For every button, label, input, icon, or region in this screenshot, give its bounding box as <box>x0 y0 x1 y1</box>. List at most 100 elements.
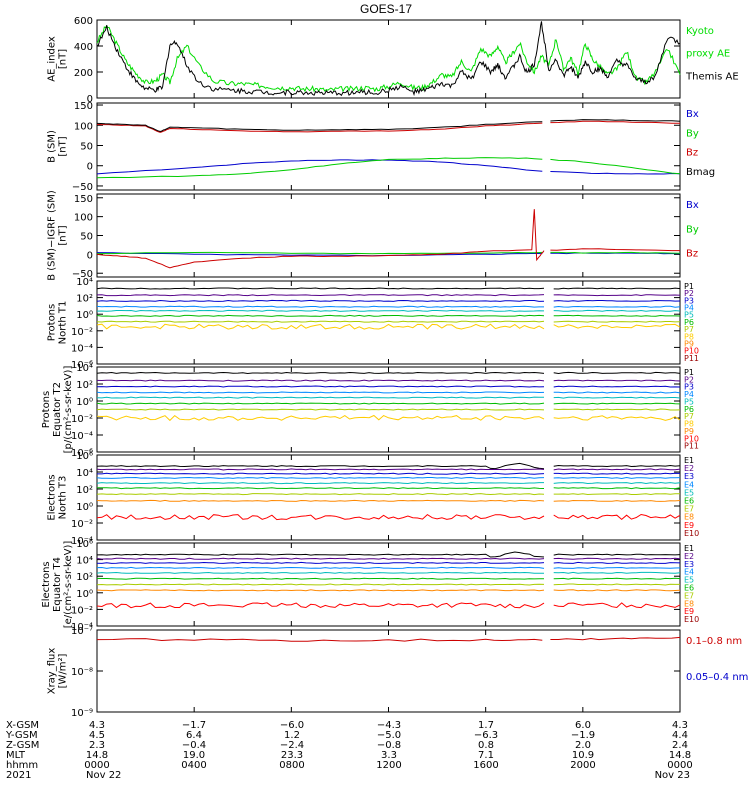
orbit-value: −1.7 <box>182 720 206 731</box>
legend-label: Bx <box>686 109 699 120</box>
orbit-value: −4.3 <box>377 720 401 731</box>
legend-label: E9 <box>684 521 694 530</box>
legend-label: 0.05–0.4 nm <box>686 672 748 683</box>
legend-label: P3 <box>684 296 694 305</box>
y-tick-label: 0 <box>87 250 93 261</box>
series-line <box>97 251 681 255</box>
legend-label: E7 <box>684 591 694 600</box>
y-tick-label: −50 <box>72 269 93 280</box>
orbit-value: −5.0 <box>377 730 401 741</box>
flux-line <box>553 577 681 580</box>
flux-line <box>553 493 680 496</box>
flux-line <box>96 481 544 485</box>
y-tick-label: 10⁻⁹ <box>71 708 93 719</box>
flux-line <box>96 513 545 521</box>
orbit-value: −6.0 <box>280 720 304 731</box>
y-tick-label: 10² <box>76 572 93 583</box>
legend-label: P9 <box>684 427 694 436</box>
flux-line <box>553 464 681 468</box>
legend-label: P11 <box>684 442 699 451</box>
legend-label: P1 <box>684 368 694 377</box>
flux-line <box>553 561 681 564</box>
flux-line <box>553 487 681 490</box>
y-tick-label: 100 <box>74 121 93 132</box>
flux-line <box>553 557 681 560</box>
flux-line <box>96 402 545 405</box>
y-tick-label: 150 <box>74 101 93 112</box>
y-tick-label: 10⁻⁴ <box>71 431 93 442</box>
flux-line <box>96 287 545 290</box>
orbit-value: −0.4 <box>182 740 206 751</box>
legend-label: P7 <box>684 412 694 421</box>
orbit-row-label: MLT <box>6 750 26 761</box>
orbit-value: 19.0 <box>183 750 205 761</box>
legend-label: E2 <box>684 464 694 473</box>
legend-label: Bx <box>686 200 699 211</box>
y-tick-label: 10² <box>76 294 93 305</box>
orbit-row-label: X-GSM <box>6 720 39 731</box>
y-tick-label: 10⁻² <box>71 519 93 530</box>
flux-line <box>96 323 545 330</box>
legend-label: E8 <box>684 513 694 522</box>
orbit-value: 4.3 <box>672 720 688 731</box>
y-tick-label: 10⁻⁶ <box>71 360 93 371</box>
flux-line <box>96 309 545 312</box>
panel-frame <box>96 102 681 191</box>
orbit-value: 14.8 <box>669 750 691 761</box>
orbit-value: 0400 <box>181 760 206 771</box>
legend-label: P8 <box>684 332 694 341</box>
orbit-value: 2.0 <box>575 740 591 751</box>
y-axis-label: B (SM)[nT] <box>47 130 69 163</box>
flux-line <box>553 566 681 569</box>
legend-label: By <box>686 224 699 235</box>
orbit-row-label: Y-GSM <box>5 730 38 741</box>
flux-line <box>553 472 681 475</box>
orbit-value: −0.8 <box>377 740 401 751</box>
flux-line <box>96 299 545 302</box>
legend-label: P2 <box>684 375 694 384</box>
y-tick-label: 10⁻⁴ <box>71 536 93 547</box>
flux-line <box>96 577 544 580</box>
panel-3: 150 100 50 0 −50B (SM)−IGRF (SM)[nT] Bx By Bz <box>47 190 699 281</box>
flux-line <box>553 314 681 317</box>
orbit-value: Nov 23 <box>655 770 690 781</box>
orbit-value: 2.4 <box>672 740 688 751</box>
flux-line <box>553 391 681 394</box>
panel-8: 10⁻⁷ 10⁻⁸ 10⁻⁹ Xray_flux[W/m²] 0.1–0.8 nm 0.0… <box>47 626 749 719</box>
flux-line <box>553 309 681 312</box>
legend-label: E6 <box>684 497 694 506</box>
series-line <box>96 209 680 269</box>
flux-line <box>553 589 681 592</box>
flux-line <box>553 379 681 382</box>
legend-label: E10 <box>684 615 699 624</box>
orbit-value: Nov 22 <box>86 770 121 781</box>
flux-line <box>553 294 681 297</box>
flux-line <box>553 468 681 471</box>
flux-line <box>553 320 681 323</box>
flux-line <box>96 602 545 609</box>
y-tick-label: 10⁻⁴ <box>71 343 93 354</box>
flux-line <box>553 513 681 521</box>
legend-label: P8 <box>684 420 694 429</box>
legend-label: proxy AE <box>686 49 730 60</box>
legend-label: P6 <box>684 318 694 327</box>
flux-line <box>96 385 545 388</box>
flux-line <box>97 472 545 475</box>
legend-label: P10 <box>684 347 699 356</box>
flux-line <box>96 468 545 471</box>
flux-line <box>97 487 545 490</box>
flux-line <box>553 583 680 586</box>
flux-line <box>96 557 545 560</box>
orbit-value: 4.5 <box>89 730 105 741</box>
orbit-value: 0.8 <box>478 740 494 751</box>
orbit-value: 1.2 <box>284 730 300 741</box>
flux-line <box>96 499 545 502</box>
flux-line <box>553 415 681 421</box>
orbit-value: 2000 <box>570 760 595 771</box>
y-tick-label: 10⁶ <box>76 451 93 462</box>
legend-label: P11 <box>684 354 699 363</box>
legend-label: P6 <box>684 405 694 414</box>
